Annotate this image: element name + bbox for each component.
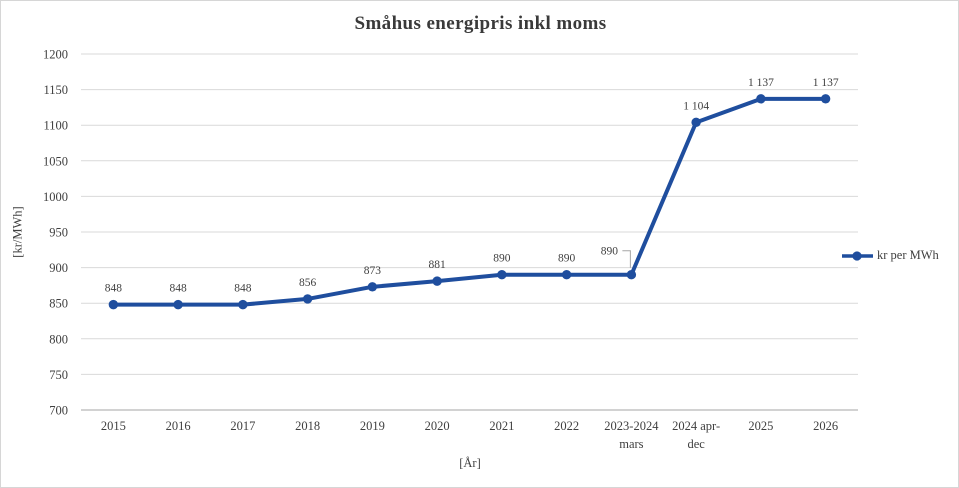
x-tick-label: mars [619,437,643,451]
data-point-marker [497,270,507,280]
data-point-marker [238,299,248,310]
y-tick-label: 1150 [43,83,68,97]
chart-title: Småhus energipris inkl moms [354,13,607,34]
y-tick-label: 850 [49,297,68,311]
data-point-marker [691,117,701,128]
data-point-marker [432,276,442,286]
x-tick-label: 2018 [295,419,320,433]
y-tick-label: 700 [49,404,68,418]
data-point-marker [626,270,637,280]
data-label: 873 [364,265,382,277]
y-tick-label: 1050 [43,154,68,168]
x-tick-label: 2025 [748,419,773,433]
y-tick-label: 950 [49,226,68,240]
data-label: 1 104 [683,100,709,112]
data-point-marker [756,94,766,104]
data-label: 1 137 [748,77,774,89]
y-tick-label: 800 [49,332,68,346]
data-label-leader-line [622,250,631,268]
data-point-marker [173,299,183,310]
data-point-marker [108,299,119,310]
data-label: 848 [170,283,188,295]
x-axis-title: [År] [459,456,481,470]
y-tick-label: 900 [49,261,68,275]
x-tick-label: 2015 [101,419,126,433]
x-tick-label: 2022 [554,419,579,433]
y-tick-label: 750 [49,368,68,382]
x-tick-label: 2017 [230,419,255,433]
data-point-marker [367,282,378,292]
legend-label: kr per MWh [877,248,939,262]
data-label: 881 [429,259,447,271]
x-tick-label: 2021 [489,419,514,433]
legend: kr per MWh [841,248,939,263]
data-label-callout: 890 [601,246,619,258]
data-label: 856 [299,277,317,289]
series-line [111,96,828,307]
data-label: 848 [234,283,252,295]
y-tick-label: 1100 [43,119,68,133]
y-axis-title: [kr/MWh] [10,206,25,258]
y-tick-label: 1200 [43,48,68,62]
legend-line-marker-icon [842,250,873,261]
x-tick-label: 2024 apr- [672,419,720,433]
data-point-marker [820,94,831,104]
x-tick-label: 2016 [166,419,191,433]
data-point-marker [561,270,572,280]
x-tick-label: dec [687,437,705,451]
y-tick-label: 1000 [43,190,68,204]
data-label: 890 [493,253,511,265]
data-point-marker [302,294,313,304]
data-label: 890 [558,253,576,265]
x-tick-label: 2023-2024 [604,419,659,433]
data-label: 848 [105,283,123,295]
data-label: 1 137 [813,77,839,89]
x-tick-label: 2026 [813,419,838,433]
x-tick-label: 2019 [360,419,385,433]
x-tick-label: 2020 [425,419,450,433]
